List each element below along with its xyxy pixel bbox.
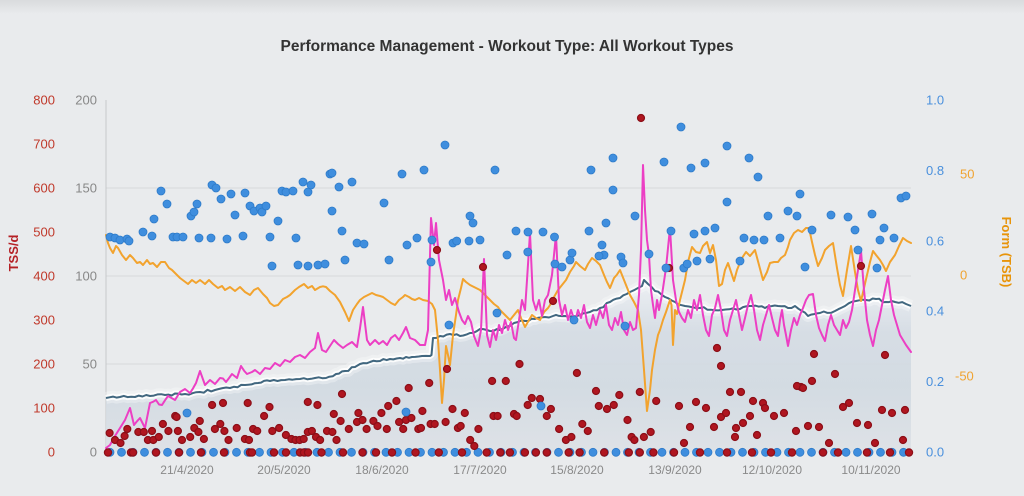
svg-text:0.4: 0.4 (926, 304, 944, 319)
svg-text:0.0: 0.0 (926, 445, 944, 460)
svg-text:150: 150 (75, 181, 97, 196)
svg-text:700: 700 (33, 137, 55, 152)
svg-text:200: 200 (33, 357, 55, 372)
svg-text:0: 0 (960, 268, 967, 283)
svg-text:TSS/d: TSS/d (6, 235, 21, 272)
svg-text:21/4/2020: 21/4/2020 (160, 463, 214, 477)
svg-text:0.2: 0.2 (926, 374, 944, 389)
svg-text:100: 100 (33, 401, 55, 416)
svg-text:Form (TSB): Form (TSB) (999, 217, 1014, 288)
svg-text:17/7/2020: 17/7/2020 (453, 463, 507, 477)
svg-text:200: 200 (75, 93, 97, 108)
svg-text:0.6: 0.6 (926, 233, 944, 248)
svg-text:18/6/2020: 18/6/2020 (355, 463, 409, 477)
svg-text:300: 300 (33, 313, 55, 328)
svg-text:Performance Management - Worko: Performance Management - Workout Type: A… (280, 38, 733, 55)
svg-text:100: 100 (75, 269, 97, 284)
svg-text:1.0: 1.0 (926, 93, 944, 108)
svg-text:50: 50 (83, 357, 97, 372)
svg-text:50: 50 (960, 167, 974, 182)
svg-text:400: 400 (33, 269, 55, 284)
svg-text:10/11/2020: 10/11/2020 (841, 463, 900, 477)
svg-text:800: 800 (33, 93, 55, 108)
svg-text:0: 0 (90, 445, 97, 460)
svg-text:13/9/2020: 13/9/2020 (648, 463, 702, 477)
svg-text:0: 0 (48, 445, 55, 460)
svg-text:-50: -50 (955, 369, 974, 384)
svg-text:500: 500 (33, 225, 55, 240)
svg-text:600: 600 (33, 181, 55, 196)
svg-text:0.8: 0.8 (926, 163, 944, 178)
svg-text:20/5/2020: 20/5/2020 (257, 463, 311, 477)
svg-text:15/8/2020: 15/8/2020 (550, 463, 604, 477)
svg-text:12/10/2020: 12/10/2020 (742, 463, 802, 477)
